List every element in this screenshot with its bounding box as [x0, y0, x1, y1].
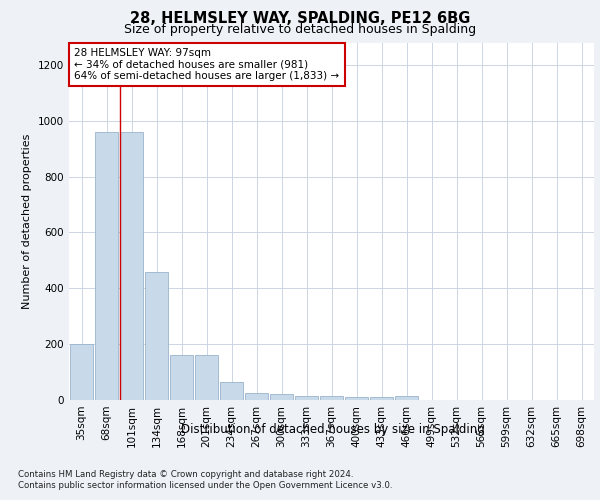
Bar — [270, 394, 293, 400]
Bar — [245, 393, 268, 400]
Text: Contains HM Land Registry data © Crown copyright and database right 2024.: Contains HM Land Registry data © Crown c… — [18, 470, 353, 479]
Bar — [320, 396, 343, 400]
Bar — [195, 356, 218, 400]
Bar — [345, 397, 368, 400]
Text: 28, HELMSLEY WAY, SPALDING, PE12 6BG: 28, HELMSLEY WAY, SPALDING, PE12 6BG — [130, 11, 470, 26]
Text: 28 HELMSLEY WAY: 97sqm
← 34% of detached houses are smaller (981)
64% of semi-de: 28 HELMSLEY WAY: 97sqm ← 34% of detached… — [74, 48, 340, 81]
Text: Distribution of detached houses by size in Spalding: Distribution of detached houses by size … — [181, 422, 485, 436]
Bar — [70, 344, 93, 400]
Bar — [120, 132, 143, 400]
Bar — [145, 272, 168, 400]
Bar — [170, 356, 193, 400]
Bar — [295, 396, 318, 400]
Text: Size of property relative to detached houses in Spalding: Size of property relative to detached ho… — [124, 22, 476, 36]
Bar — [395, 396, 418, 400]
Text: Contains public sector information licensed under the Open Government Licence v3: Contains public sector information licen… — [18, 481, 392, 490]
Y-axis label: Number of detached properties: Number of detached properties — [22, 134, 32, 309]
Bar — [370, 397, 393, 400]
Bar — [220, 382, 243, 400]
Bar — [95, 132, 118, 400]
